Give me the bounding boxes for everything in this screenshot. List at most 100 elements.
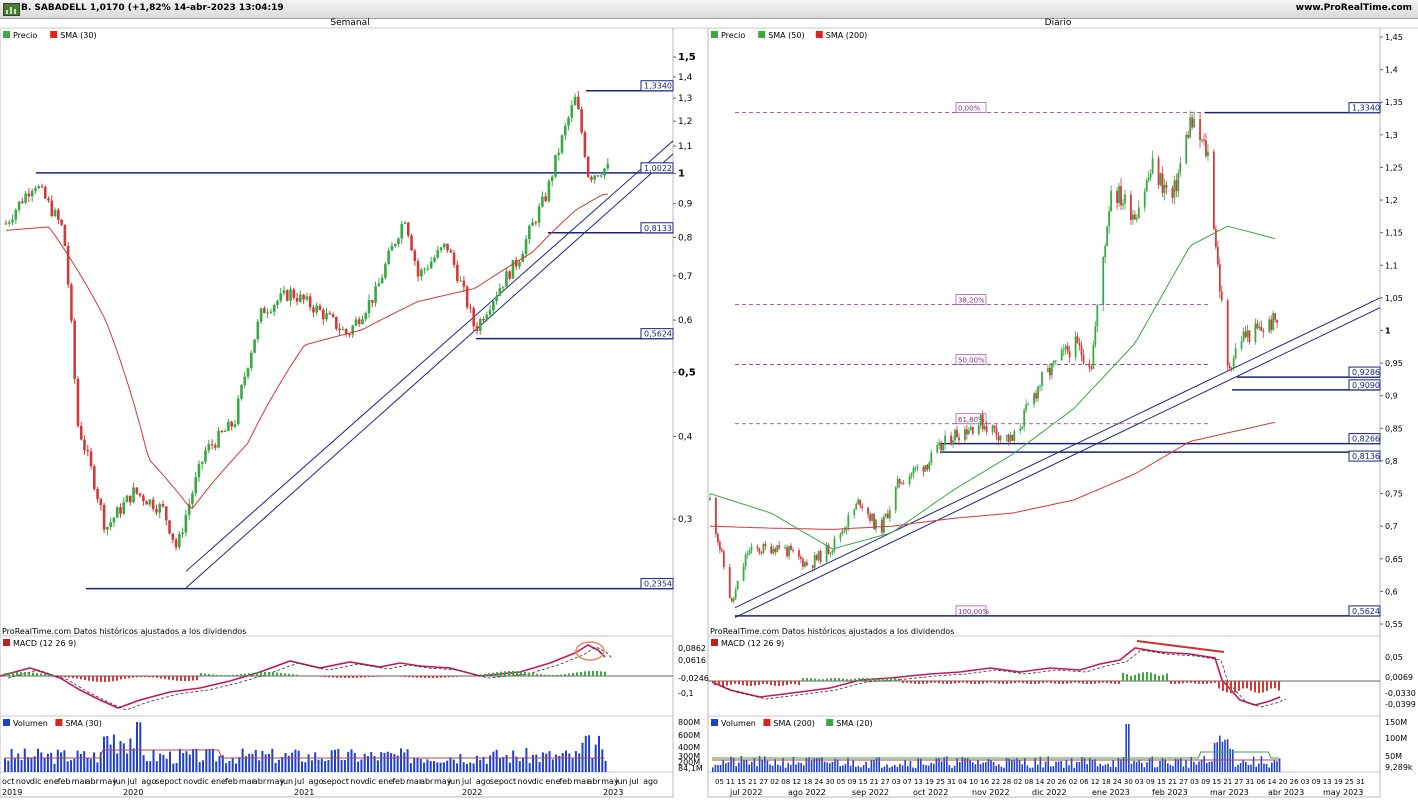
right-volume-bar — [894, 764, 896, 772]
right-candle — [803, 562, 806, 567]
left-y-tick-label: 0,8 — [678, 233, 693, 243]
left-candle — [590, 176, 593, 180]
right-volume-bar — [774, 759, 776, 772]
left-candle — [603, 168, 606, 176]
right-volume-bar — [821, 757, 823, 772]
left-candle — [472, 308, 475, 327]
left-x-month: mar — [72, 777, 89, 786]
left-volume-bar — [535, 754, 538, 772]
right-volume-bar — [1073, 767, 1075, 772]
left-volume-bar — [452, 759, 455, 772]
right-candle — [805, 562, 808, 566]
right-x-day: 06 — [1080, 778, 1089, 786]
left-macd-hist-bar — [484, 673, 486, 676]
left-candle — [122, 502, 126, 514]
left-volume-bar — [472, 763, 475, 772]
right-macd-hist-bar — [942, 681, 944, 684]
right-volume-bar — [1247, 764, 1250, 772]
right-volume-bar — [735, 766, 737, 772]
right-macd-hist-bar — [1118, 681, 1120, 684]
left-x-month: abr — [420, 777, 434, 786]
right-candle — [1104, 246, 1107, 258]
left-volume-bar — [574, 751, 577, 772]
left-candle — [557, 152, 561, 155]
left-y-tick-label: 0,6 — [678, 316, 693, 326]
right-volume-bar — [836, 759, 839, 772]
right-candle — [1013, 431, 1016, 441]
right-candle — [717, 533, 719, 543]
right-macd-tick: 0,0069 — [1385, 673, 1413, 682]
right-x-day: 27 — [1179, 778, 1188, 786]
left-macd-hist-bar — [56, 675, 58, 676]
left-macd-hist-bar — [168, 676, 170, 680]
right-volume-bar — [1172, 765, 1174, 772]
right-candle — [936, 445, 939, 453]
right-volume-bar — [1083, 757, 1086, 772]
right-candle — [908, 476, 911, 484]
fib-box — [955, 413, 987, 425]
left-y-tick-label: 0,9 — [678, 200, 693, 210]
left-volume-bar — [228, 761, 231, 772]
left-volume-bar — [337, 749, 340, 772]
left-macd-hist-bar — [232, 674, 234, 676]
right-candle — [1189, 117, 1192, 138]
right-macd-hist-bar — [1142, 672, 1144, 681]
site-link[interactable]: www.ProRealTime.com — [1295, 3, 1412, 13]
right-candle — [722, 551, 725, 568]
right-macd-hist-bar — [1018, 681, 1020, 683]
right-candle — [965, 429, 968, 435]
right-volume-bar — [873, 760, 875, 772]
left-candle — [292, 289, 296, 298]
left-volume-bar — [568, 753, 571, 772]
right-macd-hist-bar — [714, 681, 716, 686]
left-x-month: ene — [44, 777, 59, 786]
right-candle — [1216, 247, 1219, 265]
right-y-tick-label: 1,25 — [1385, 163, 1403, 172]
right-volume-bar — [782, 758, 784, 772]
left-x-month: dic — [197, 777, 209, 786]
left-candle — [7, 222, 11, 224]
right-macd-hist-bar — [1218, 681, 1220, 689]
right-volume-bar — [935, 758, 938, 772]
left-x-year: 2021 — [294, 788, 314, 797]
right-macd-hist-bar — [798, 681, 800, 686]
right-level-box — [1348, 433, 1381, 445]
left-macd-hist-bar — [544, 674, 546, 676]
left-macd-hist-bar — [172, 676, 174, 681]
right-volume-bar — [712, 767, 714, 772]
right-volume-bar — [852, 760, 854, 772]
right-volume-bar — [909, 761, 912, 772]
left-candle — [508, 271, 511, 279]
left-macd-hist-bar — [560, 674, 562, 676]
left-volume-bar — [192, 748, 195, 772]
left-volume-bar — [73, 758, 76, 772]
right-x-day: 21 — [1223, 778, 1232, 786]
left-volume-bar — [400, 748, 402, 772]
right-level-label: 0,5624 — [1352, 607, 1380, 616]
left-x-month: oct — [336, 777, 348, 786]
left-volume-bar — [330, 750, 333, 772]
right-volume-bar — [722, 759, 724, 772]
left-candle — [27, 193, 31, 197]
right-y-tick-label: 1,4 — [1385, 66, 1398, 75]
left-volume-tick: 200M — [678, 758, 700, 767]
left-macd-hist-bar — [568, 673, 570, 676]
right-candle — [718, 542, 721, 550]
right-candle — [924, 465, 927, 472]
left-x-month: sep — [155, 777, 169, 786]
right-candle — [815, 555, 818, 560]
right-macd-hist-bar — [1146, 672, 1148, 681]
left-macd-hist-bar — [28, 672, 30, 676]
right-candle — [798, 550, 800, 557]
left-macd-hist-bar — [336, 676, 338, 678]
right-candle — [1092, 344, 1095, 369]
right-volume-bar — [1260, 756, 1263, 772]
left-volume-bar — [601, 749, 604, 772]
left-level-box — [640, 80, 674, 92]
left-y-tick-label: 0,5 — [678, 367, 696, 378]
right-candle — [1163, 184, 1166, 193]
right-candle — [1212, 151, 1215, 229]
left-volume-bar — [604, 760, 607, 772]
right-x-day: 05 — [837, 778, 846, 786]
